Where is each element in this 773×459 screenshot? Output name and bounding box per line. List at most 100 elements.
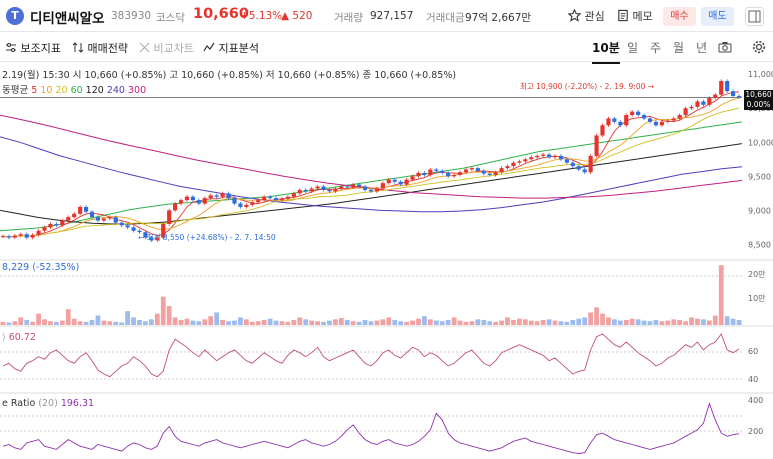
volume-bar	[232, 320, 237, 325]
rsi-tick-label: 60	[748, 347, 758, 356]
ma-10-line	[2, 97, 740, 238]
candle-body	[291, 193, 296, 197]
volume-bar	[137, 319, 142, 325]
volume-bar	[552, 320, 558, 325]
volume-bar	[647, 321, 653, 325]
star-icon	[567, 8, 582, 22]
volume-bar	[291, 319, 297, 325]
volume-bar	[220, 319, 225, 325]
candle-body	[321, 186, 326, 190]
strategy-label: 매매전략	[87, 42, 128, 55]
volume-bar	[641, 320, 647, 325]
price-badge: 10,660 0.00%	[744, 90, 773, 110]
candle-body	[511, 162, 516, 167]
indicators-label: 보조지표	[20, 42, 61, 55]
memo-label: 메모	[632, 10, 653, 23]
candle-body	[190, 196, 195, 201]
timeframe-day[interactable]: 일	[627, 41, 639, 55]
candle-body	[357, 184, 362, 187]
volume-bar	[404, 321, 409, 325]
rsi-icon: ⟩	[2, 332, 6, 343]
volume-bar	[48, 321, 53, 325]
candle-body	[452, 174, 457, 177]
price-badge-pct: 0.00%	[746, 100, 771, 109]
ma-legend-240: 240	[106, 85, 128, 96]
volume-bar	[564, 321, 570, 325]
volume-bar	[172, 317, 178, 325]
vr-path	[2, 402, 740, 454]
candle-body	[362, 186, 368, 190]
candle-body	[725, 81, 730, 92]
candle-body	[582, 169, 587, 173]
candle-body	[131, 227, 136, 231]
vr-name: e Ratio	[2, 398, 36, 409]
panel-toggle-button[interactable]	[745, 7, 764, 26]
candle-body	[665, 120, 670, 122]
timeframe-week[interactable]: 주	[650, 41, 662, 55]
volume-bar	[451, 317, 457, 325]
chart-toolbar: 보조지표 매매전략 비교차트 지표분석 10분 일 주 월 년	[0, 32, 773, 64]
buy-button[interactable]: 매수	[663, 7, 696, 26]
candle-body	[463, 169, 469, 173]
volume-bar	[600, 313, 605, 325]
volume-bar	[267, 318, 273, 325]
ma-60-line	[0, 121, 743, 232]
volume-bar	[528, 320, 534, 325]
timeframe-10min[interactable]: 10분	[592, 41, 620, 64]
price-tick-label: 9,000	[748, 206, 771, 215]
volume-bar	[659, 321, 665, 325]
sell-button[interactable]: 매도	[701, 7, 734, 26]
ma-300-line	[0, 114, 743, 199]
volume-bar	[113, 321, 119, 325]
candle-body	[0, 236, 6, 238]
timeframe-month[interactable]: 월	[673, 41, 685, 55]
volume-bar	[6, 322, 12, 325]
volume-bar	[333, 319, 338, 325]
volume-bar	[576, 318, 582, 325]
candle-body	[303, 189, 308, 192]
timeframe-year[interactable]: 년	[696, 41, 708, 55]
candle-body	[416, 172, 421, 177]
analysis-button[interactable]: 지표분석	[203, 40, 259, 56]
candle-body	[119, 222, 124, 226]
candle-body	[12, 235, 17, 238]
candle-body	[196, 200, 201, 204]
candle-body	[309, 188, 314, 192]
candle-body	[594, 135, 599, 156]
watch-button[interactable]: 관심	[567, 8, 605, 24]
volume-bar	[629, 318, 635, 325]
volume-bar	[594, 307, 599, 325]
volume-bar	[617, 320, 623, 325]
memo-icon	[618, 9, 628, 22]
volume-bar	[493, 321, 499, 325]
candle-body	[701, 101, 706, 105]
candle-body	[18, 234, 23, 236]
vr-tick-label: 200	[748, 427, 763, 436]
volume-bar	[273, 320, 279, 325]
candle-body	[736, 95, 742, 98]
candle-body	[208, 195, 213, 199]
volume-bar	[238, 317, 243, 325]
volume-bar	[166, 306, 172, 325]
candle-body	[184, 196, 190, 201]
price-tick-label: 11,000	[748, 70, 773, 79]
volume-bar	[208, 316, 214, 325]
memo-button[interactable]: 메모	[617, 8, 653, 24]
volume-bar	[457, 320, 463, 325]
gear-icon[interactable]	[752, 40, 766, 54]
volume-bar	[534, 321, 540, 325]
volume-bar	[374, 320, 380, 325]
candle-body	[588, 155, 593, 173]
compare-button[interactable]: 비교차트	[139, 40, 194, 56]
volume-bar	[362, 319, 368, 325]
stock-name[interactable]: 디티앤씨알오	[30, 11, 105, 27]
amount-label: 거래대금	[426, 12, 465, 24]
camera-icon[interactable]	[718, 41, 732, 53]
volume-bar	[30, 321, 36, 325]
candle-body	[547, 154, 552, 158]
volume-bar	[54, 321, 59, 325]
indicators-button[interactable]: 보조지표	[5, 40, 61, 56]
strategy-button[interactable]: 매매전략	[72, 40, 128, 56]
candle-body	[386, 179, 391, 184]
